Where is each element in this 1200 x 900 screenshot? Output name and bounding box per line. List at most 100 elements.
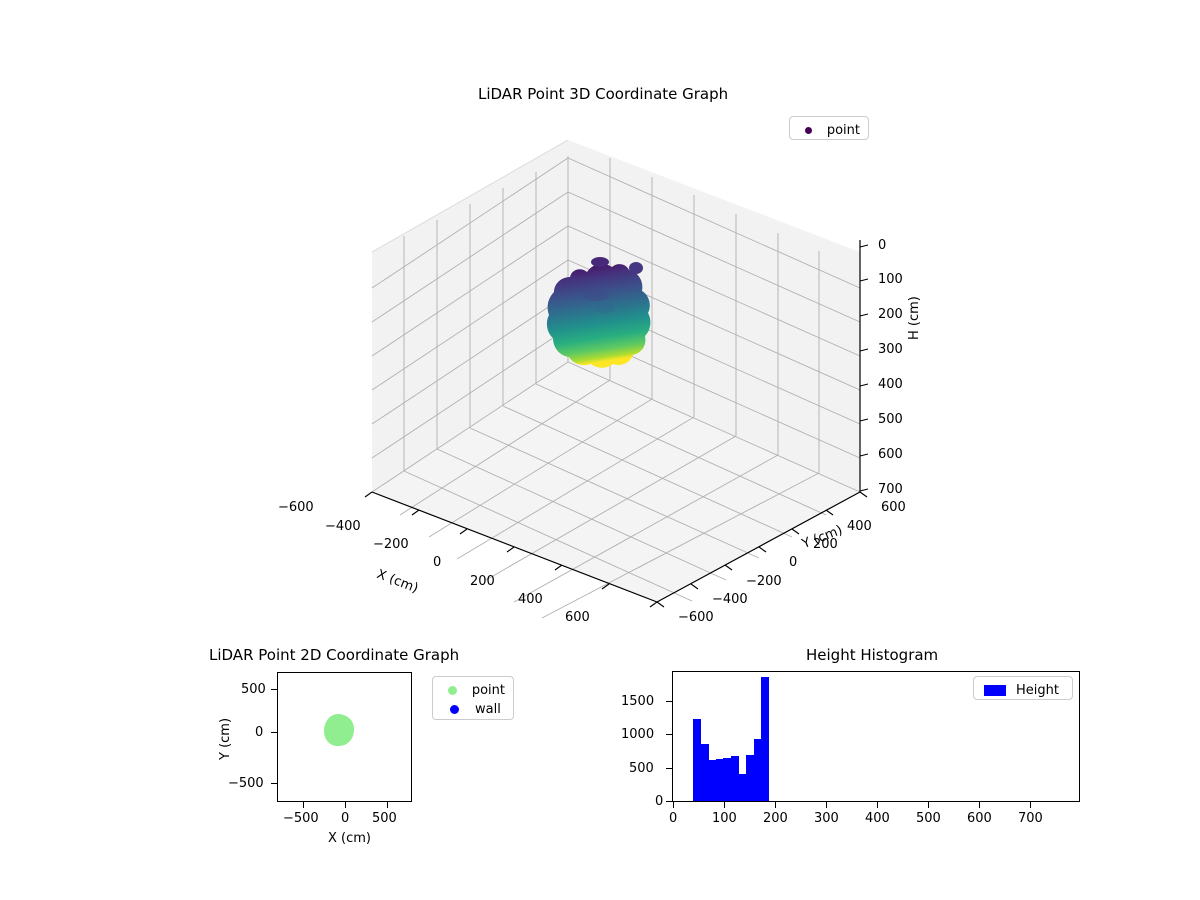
plot2d-ytick-mark	[271, 783, 277, 784]
plot3d-ytick-5: 400	[847, 519, 872, 534]
histogram-bar	[723, 758, 732, 801]
grid-floor	[399, 379, 827, 619]
circle-marker-icon	[798, 127, 819, 134]
histogram-title: Height Histogram	[806, 646, 939, 664]
histogram-xtick-mark	[775, 802, 776, 808]
plot2d-xaxis-label: X (cm)	[328, 831, 371, 846]
plot2d-legend[interactable]: point wall	[432, 676, 514, 720]
plot3d-xtick-0: −600	[278, 500, 314, 515]
bar-swatch-icon	[982, 685, 1008, 696]
histogram-bar	[738, 773, 747, 801]
plot3d-ztick-3: 300	[878, 342, 903, 357]
histogram-xtick-label-1: 100	[712, 811, 737, 826]
plot3d-title: LiDAR Point 3D Coordinate Graph	[478, 85, 729, 103]
histogram-legend[interactable]: Height	[973, 676, 1073, 700]
plot2d-xtick-mark	[345, 802, 346, 808]
plot3d-legend[interactable]: point	[789, 116, 869, 140]
histogram-ytick-mark	[666, 768, 672, 769]
plot3d-ytick-0: −600	[678, 610, 714, 625]
legend-item-wall: wall	[441, 700, 505, 719]
plot2d-yaxis-label: Y (cm)	[218, 717, 233, 760]
legend-item-point: point	[441, 681, 505, 700]
histogram-ytick-label-3: 1500	[621, 694, 655, 709]
plot3d-ytick-2: −200	[746, 574, 782, 589]
circle-marker-icon	[441, 705, 467, 714]
pane-right	[568, 140, 860, 492]
histogram-bar	[761, 676, 770, 801]
histogram-ytick-label-2: 1000	[621, 727, 655, 742]
legend-label: Height	[1016, 683, 1059, 698]
plot2d-ytick-mark	[271, 732, 277, 733]
plot3d-ztick-7: 700	[878, 482, 903, 497]
histogram-xtick-label-7: 700	[1018, 811, 1043, 826]
histogram-xtick-mark	[928, 802, 929, 808]
pane-floor	[372, 362, 860, 602]
plot2d-ytick-label-0: −500	[228, 776, 264, 791]
histogram-bar	[708, 760, 717, 801]
histogram-bar	[700, 744, 709, 801]
histogram-ytick-mark	[666, 701, 672, 702]
plot3d-axes[interactable]: −600 −400 −200 0 200 400 600 −600 −400 −…	[278, 140, 922, 625]
legend-label: point	[826, 123, 860, 138]
histogram-ytick-mark	[666, 801, 672, 802]
histogram-xtick-mark	[877, 802, 878, 808]
grid-left-wall	[371, 140, 569, 493]
plot3d-ztick-0: 0	[878, 238, 887, 253]
point-cloud-3d	[546, 257, 651, 368]
histogram-ytick-mark	[666, 734, 672, 735]
plot2d-xtick-label-2: 500	[372, 811, 397, 826]
plot3d-canvas	[364, 140, 869, 619]
plot2d-ytick-label-2: 500	[241, 682, 266, 697]
plot3d-ztick-1: 100	[878, 272, 903, 287]
plot3d-ztick-4: 400	[878, 377, 903, 392]
histogram-ytick-label-0: 0	[655, 794, 664, 809]
plot2d-ytick-label-1: 0	[255, 725, 264, 740]
histogram-xtick-mark	[826, 802, 827, 808]
plot3d-ytick-1: −400	[712, 592, 748, 607]
plot3d-ztick-5: 500	[878, 412, 903, 427]
histogram-xtick-label-2: 200	[763, 811, 788, 826]
histogram-bar	[746, 754, 755, 801]
histogram-bar	[731, 756, 740, 801]
plot3d-xtick-1: −400	[325, 519, 361, 534]
point-cloud-2d	[324, 714, 354, 746]
histogram-bars	[673, 672, 1079, 801]
plot3d-zaxis-label: H (cm)	[907, 296, 922, 340]
plot3d-xtick-4: 200	[470, 574, 495, 589]
legend-item-height: Height	[982, 681, 1064, 700]
legend-item-point: point	[798, 121, 860, 140]
legend-label: point	[471, 683, 505, 698]
histogram-xtick-label-5: 500	[916, 811, 941, 826]
plot3d-ytick-6: 600	[881, 500, 906, 515]
histogram-bar	[693, 719, 702, 801]
plot2d-axes[interactable]	[277, 672, 412, 802]
plot2d-xtick-mark	[387, 802, 388, 808]
histogram-xtick-label-4: 400	[865, 811, 890, 826]
histogram-xtick-mark	[1030, 802, 1031, 808]
plot2d-xtick-label-0: −500	[283, 811, 319, 826]
plot3d-ytick-3: 0	[789, 555, 798, 570]
legend-label: wall	[475, 702, 501, 717]
plot3d-xtick-2: −200	[373, 537, 409, 552]
plot3d-xtick-5: 400	[518, 592, 543, 607]
histogram-xtick-label-0: 0	[669, 811, 678, 826]
histogram-xtick-mark	[673, 802, 674, 808]
plot3d-xtick-6: 600	[565, 610, 590, 625]
plot3d-ztick-6: 600	[878, 447, 903, 462]
histogram-ytick-label-1: 500	[629, 761, 654, 776]
plot2d-ytick-mark	[271, 689, 277, 690]
axis-ticks	[364, 244, 869, 608]
plot3d-ztick-2: 200	[878, 307, 903, 322]
histogram-xtick-mark	[724, 802, 725, 808]
histogram-xtick-mark	[979, 802, 980, 808]
plot2d-xtick-mark	[303, 802, 304, 808]
plot2d-title: LiDAR Point 2D Coordinate Graph	[209, 646, 460, 664]
histogram-xtick-label-6: 600	[967, 811, 992, 826]
circle-marker-icon	[441, 686, 464, 695]
plot3d-ytick-4: 200	[813, 537, 838, 552]
histogram-bar	[715, 758, 725, 801]
histogram-bar	[753, 738, 762, 801]
histogram-xtick-label-3: 300	[814, 811, 839, 826]
plot3d-xtick-3: 0	[433, 555, 442, 570]
